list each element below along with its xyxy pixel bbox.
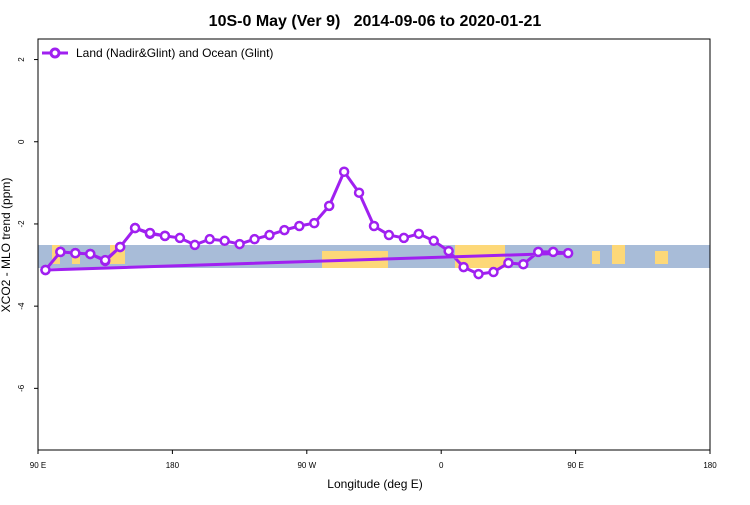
x-axis-label: Longitude (deg E) <box>327 477 422 491</box>
data-point <box>204 233 215 245</box>
y-axis-label: XCO2 - MLO trend (ppm) <box>0 178 13 313</box>
data-point <box>279 224 290 236</box>
data-point <box>562 247 574 259</box>
data-point <box>174 232 186 244</box>
y-tick-label: -2 <box>17 220 26 228</box>
data-point <box>473 268 484 280</box>
data-point <box>383 229 395 241</box>
x-tick-label: 180 <box>166 461 180 470</box>
land-patch <box>592 251 600 264</box>
data-point <box>353 187 365 198</box>
data-point <box>70 247 81 259</box>
land-patch <box>612 245 625 264</box>
legend: Land (Nadir&Glint) and Ocean (Glint) <box>42 46 273 60</box>
data-point <box>533 246 544 258</box>
data-point <box>413 228 425 240</box>
data-point <box>159 230 171 242</box>
data-point <box>99 254 111 266</box>
legend-label: Land (Nadir&Glint) and Ocean (Glint) <box>76 46 273 60</box>
data-point <box>249 233 260 245</box>
data-point <box>55 246 66 258</box>
x-tick-label: 90 W <box>297 461 316 470</box>
data-point <box>518 258 529 270</box>
x-tick-label: 90 E <box>567 461 583 470</box>
data-point <box>144 227 156 239</box>
axis-ticks: 90 E 180 90 W 0 90 E 180 2 0 -2 -4 -6 <box>17 57 717 470</box>
data-point <box>264 229 275 241</box>
data-point <box>428 235 439 247</box>
x-tick-label: 180 <box>703 461 717 470</box>
data-point <box>309 217 320 229</box>
data-point <box>398 232 410 244</box>
data-point <box>323 200 335 212</box>
x-tick-label: 90 E <box>30 461 46 470</box>
data-point <box>85 248 96 260</box>
data-point <box>129 222 141 234</box>
data-point <box>40 264 51 276</box>
y-tick-label: -6 <box>17 384 26 392</box>
data-point <box>189 239 201 251</box>
y-tick-label: 2 <box>17 57 26 62</box>
legend-marker <box>49 47 61 59</box>
data-point <box>234 238 245 250</box>
data-point <box>114 241 126 253</box>
y-tick-label: 0 <box>17 139 26 144</box>
land-patch <box>655 251 668 264</box>
plot-frame <box>37 38 711 451</box>
data-point <box>547 246 559 258</box>
data-point <box>488 266 499 278</box>
data-point <box>338 166 350 178</box>
map-band <box>38 245 710 268</box>
series-layer <box>40 166 574 280</box>
data-point <box>368 220 380 232</box>
data-point <box>219 235 230 247</box>
chart-title: 10S-0 May (Ver 9) 2014-09-06 to 2020-01-… <box>209 13 542 30</box>
data-point <box>294 220 305 232</box>
x-tick-label: 0 <box>439 461 444 470</box>
data-point <box>443 245 454 257</box>
data-point <box>458 261 469 273</box>
y-tick-label: -4 <box>17 302 26 310</box>
data-point <box>503 257 514 269</box>
